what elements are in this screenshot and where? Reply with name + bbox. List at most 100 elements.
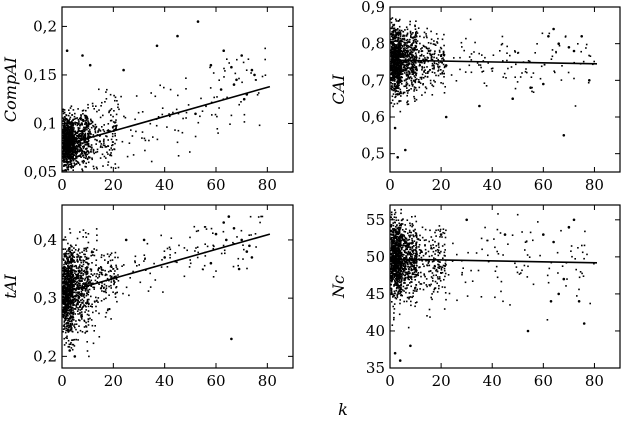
scatter-point <box>392 72 395 75</box>
scatter-point <box>70 325 72 328</box>
scatter-point <box>395 20 398 22</box>
scatter-point <box>392 50 394 52</box>
scatter-point <box>67 242 69 245</box>
scatter-point <box>85 256 88 259</box>
scatter-point <box>392 52 394 55</box>
scatter-point <box>82 109 85 112</box>
scatter-point <box>69 303 71 305</box>
scatter-point <box>96 151 99 153</box>
scatter-point <box>69 270 71 273</box>
scatter-point <box>87 262 89 265</box>
scatter-point <box>76 141 79 144</box>
scatter-point <box>69 146 72 149</box>
scatter-point <box>69 134 72 137</box>
scatter-point <box>406 33 409 36</box>
scatter-point <box>393 73 395 76</box>
scatter-point <box>68 297 71 299</box>
scatter-point <box>398 41 401 43</box>
scatter-point <box>395 36 397 39</box>
scatter-point <box>413 86 416 88</box>
scatter-point <box>87 143 90 145</box>
scatter-point <box>413 240 416 242</box>
scatter-point <box>399 43 402 46</box>
scatter-point <box>78 282 80 285</box>
scatter-point <box>402 273 404 276</box>
scatter-point <box>402 66 405 69</box>
scatter-point <box>422 58 424 61</box>
scatter-point <box>390 216 392 218</box>
scatter-point <box>78 117 81 120</box>
scatter-point <box>145 269 147 271</box>
scatter-point <box>76 142 79 145</box>
scatter-point <box>69 131 71 133</box>
scatter-point <box>410 304 412 307</box>
scatter-point <box>94 138 96 141</box>
scatter-point <box>395 47 397 49</box>
scatter-point <box>411 54 413 57</box>
scatter-point <box>70 300 72 302</box>
scatter-point <box>433 66 435 69</box>
scatter-point <box>409 32 412 34</box>
scatter-point <box>70 311 72 313</box>
scatter-point <box>76 310 79 312</box>
scatter-point <box>439 73 442 75</box>
scatter-point <box>394 73 397 75</box>
scatter-point <box>415 32 417 35</box>
scatter-point <box>393 85 396 88</box>
scatter-point <box>85 326 88 328</box>
scatter-point <box>112 144 114 146</box>
scatter-point <box>440 269 443 271</box>
scatter-point <box>440 250 442 253</box>
scatter-point <box>507 243 509 245</box>
scatter-point <box>70 139 73 142</box>
scatter-point <box>66 294 68 297</box>
scatter-point <box>79 252 81 254</box>
scatter-point <box>437 54 440 56</box>
scatter-point <box>67 331 69 333</box>
scatter-point <box>560 79 563 81</box>
scatter-point <box>106 277 109 280</box>
scatter-point <box>80 303 82 306</box>
scatter-point <box>223 67 225 70</box>
scatter-point <box>72 316 75 319</box>
scatter-point <box>144 149 146 152</box>
scatter-point <box>113 148 115 150</box>
scatter-point <box>82 273 85 275</box>
scatter-point <box>96 110 98 113</box>
x-tick-label: 80 <box>258 372 277 390</box>
scatter-point <box>63 132 66 134</box>
y-tick-label: 0,8 <box>361 35 385 53</box>
scatter-point <box>70 307 73 309</box>
scatter-point <box>74 270 77 272</box>
scatter-point <box>437 58 439 61</box>
scatter-point <box>83 320 86 323</box>
scatter-point <box>80 274 82 277</box>
scatter-point <box>396 293 399 296</box>
scatter-point <box>593 60 595 63</box>
scatter-point <box>71 322 74 325</box>
scatter-point <box>65 311 67 314</box>
scatter-point <box>529 231 532 234</box>
scatter-point <box>428 240 430 243</box>
scatter-point <box>115 126 117 129</box>
scatter-point <box>408 84 411 87</box>
scatter-point <box>240 229 243 232</box>
scatter-point <box>195 247 197 249</box>
scatter-point <box>409 72 411 74</box>
scatter-point <box>77 123 79 125</box>
scatter-point <box>235 78 238 82</box>
scatter-point <box>66 300 69 303</box>
scatter-point <box>396 67 399 69</box>
scatter-point <box>421 76 423 79</box>
scatter-point <box>396 50 398 53</box>
scatter-point <box>183 275 186 278</box>
scatter-point <box>76 237 79 240</box>
scatter-point <box>433 65 435 67</box>
scatter-point <box>415 35 418 38</box>
scatter-point <box>114 132 116 135</box>
scatter-point <box>431 56 433 58</box>
scatter-point <box>71 324 74 326</box>
scatter-point <box>71 287 74 290</box>
scatter-point <box>514 50 516 52</box>
scatter-point <box>421 69 423 71</box>
